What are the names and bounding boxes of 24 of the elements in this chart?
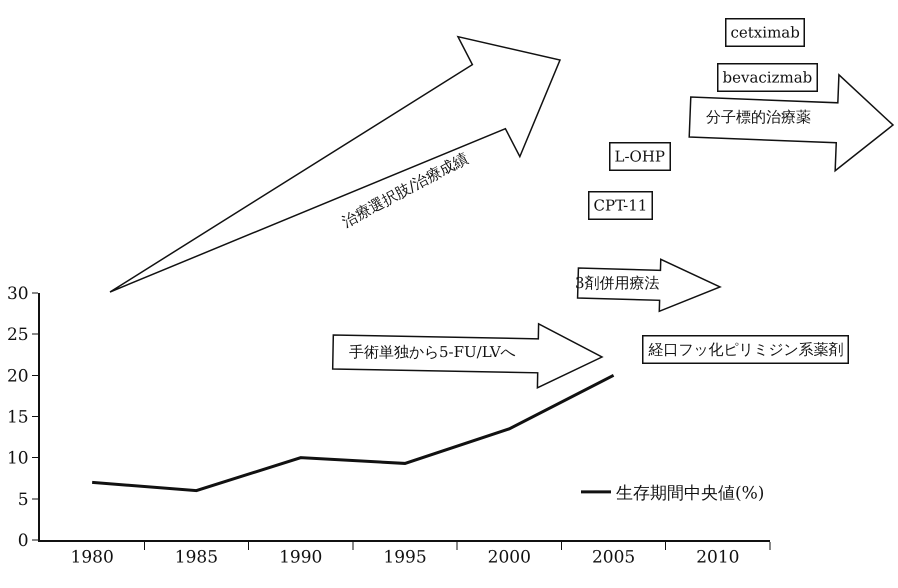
annotation: 手術単独から5-FU/LVへ: [349, 343, 516, 361]
y-tick-label: 20: [6, 366, 29, 386]
text: cetximab: [730, 24, 800, 42]
text: CPT-11: [594, 196, 648, 214]
x-tick-label: 1995: [383, 547, 427, 568]
x-tick-label: 1985: [174, 547, 218, 568]
y-tick-label: 30: [6, 284, 29, 304]
x-tick-label: 2010: [696, 547, 740, 568]
line-series: [90, 374, 616, 492]
text: L-OHP: [614, 148, 666, 166]
x-tick-label: 1980: [70, 547, 114, 568]
x-tick-label: 2000: [488, 547, 531, 568]
y-tick-label: 10: [6, 448, 29, 469]
y-tick-label: 15: [6, 407, 29, 428]
y-tick-label: 5: [18, 490, 29, 510]
x-tick-label: 2005: [592, 547, 636, 568]
text: 分子標的治療薬: [706, 108, 811, 126]
text: bevacizmab: [722, 68, 812, 86]
y-tick-label: 0: [18, 530, 29, 551]
y-tick-label: 25: [6, 325, 29, 346]
text: 治療選択肢/治療成績: [338, 149, 472, 231]
legend-label: 生存期間中央値(%): [616, 484, 764, 504]
annotation: 経口フッ化ピリミジン系薬剤: [648, 340, 844, 358]
x-tick-label: 1990: [279, 547, 322, 568]
